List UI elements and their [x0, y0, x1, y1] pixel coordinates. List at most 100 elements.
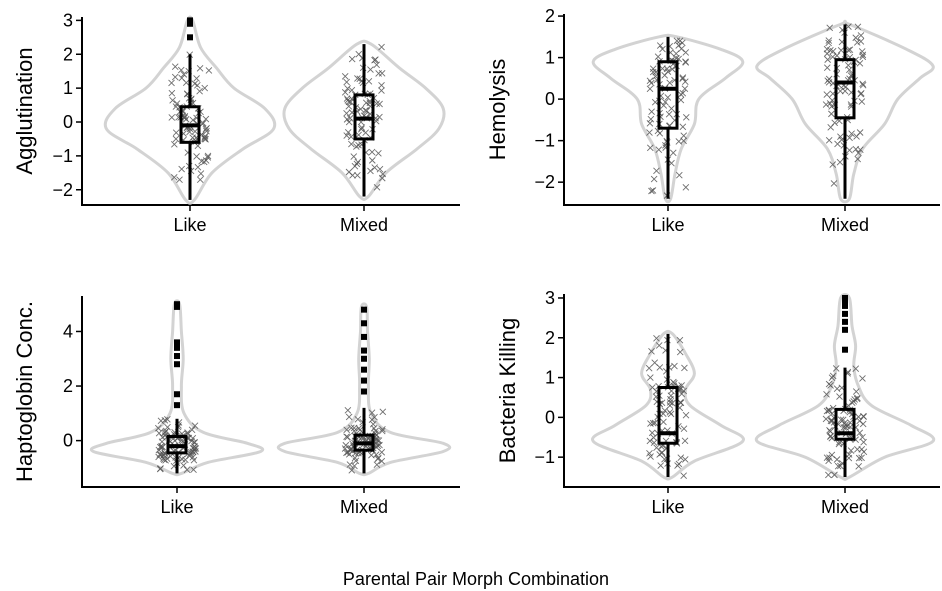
data-point [647, 79, 655, 87]
y-tick-label: 2 [545, 6, 555, 26]
data-point [352, 457, 360, 465]
x-tick-label: Like [173, 215, 206, 235]
data-point [857, 38, 865, 45]
data-point [825, 406, 833, 414]
data-point [202, 115, 210, 123]
data-point [344, 85, 351, 92]
data-point [168, 79, 175, 87]
data-point [829, 161, 837, 168]
data-point [184, 429, 191, 436]
outlier-point [361, 306, 367, 313]
data-point [659, 45, 666, 53]
data-point [371, 164, 379, 171]
data-point [857, 32, 865, 39]
data-point [345, 451, 353, 458]
data-point [647, 115, 655, 123]
box [657, 386, 679, 445]
data-point [655, 342, 663, 349]
data-point [682, 183, 690, 191]
data-point [855, 413, 862, 421]
data-point [826, 24, 834, 32]
data-point [676, 336, 684, 344]
data-point [154, 424, 162, 432]
data-point [681, 456, 689, 463]
y-tick-label: 3 [545, 288, 555, 308]
data-point [371, 56, 378, 64]
data-point [345, 103, 353, 110]
data-point [370, 424, 378, 432]
outlier-point [361, 388, 367, 395]
outlier-point [842, 318, 848, 325]
data-point [350, 153, 358, 160]
outlier-point [361, 355, 367, 362]
data-point [194, 163, 202, 171]
data-point [825, 137, 833, 144]
data-point [859, 433, 866, 441]
y-tick-label: 4 [63, 321, 73, 341]
data-point [648, 348, 655, 355]
data-point [189, 116, 197, 124]
data-point [158, 442, 165, 450]
outlier-point [361, 333, 367, 340]
data-point [376, 165, 384, 173]
data-point [827, 382, 834, 389]
data-point [847, 447, 855, 454]
outlier-point [361, 377, 367, 384]
data-point [673, 37, 681, 45]
outlier-point [174, 353, 180, 360]
data-point [196, 176, 204, 183]
data-point [658, 449, 665, 457]
box [834, 58, 856, 120]
data-point [347, 133, 355, 141]
data-point [837, 46, 845, 54]
data-point [161, 428, 169, 436]
data-point [669, 149, 677, 157]
y-tick-label: −2 [52, 180, 73, 200]
outlier-point [842, 326, 848, 333]
data-point [191, 422, 199, 430]
data-point [646, 77, 654, 85]
outlier-point [174, 402, 180, 409]
data-point [341, 88, 349, 96]
data-point [671, 379, 678, 387]
data-point [681, 85, 689, 93]
y-tick-label: 3 [63, 10, 73, 30]
data-point [680, 137, 687, 145]
data-point [825, 75, 833, 83]
data-point [681, 437, 689, 445]
data-point [378, 43, 385, 51]
data-point [205, 67, 213, 74]
data-point [859, 375, 866, 382]
data-point [368, 157, 376, 164]
panels: −2 −1 0 1 2 3 Agglutination Like Mixed −2 −1 0 1 2 Hem… [12, 6, 940, 517]
data-point [191, 80, 199, 87]
data-point [368, 148, 376, 156]
data-point [648, 187, 655, 195]
data-point [860, 438, 867, 446]
data-point [825, 37, 833, 44]
y-tick-label: −2 [534, 172, 555, 192]
y-tick-label: 1 [63, 78, 73, 98]
data-point [659, 410, 667, 417]
data-point [196, 64, 204, 72]
data-point [854, 155, 862, 163]
data-point [178, 455, 186, 463]
violin [591, 33, 745, 204]
data-point [836, 393, 843, 400]
y-tick-label: −1 [534, 447, 555, 467]
data-point [856, 59, 864, 67]
data-point [649, 419, 657, 427]
y-axis-label: Haptoglobin Conc. [12, 301, 37, 482]
data-point [679, 74, 687, 81]
data-point [378, 457, 386, 465]
data-point [178, 165, 185, 173]
data-point [157, 451, 165, 458]
data-point [828, 97, 836, 104]
data-point [831, 119, 839, 127]
data-point [645, 364, 653, 372]
data-point [375, 70, 382, 77]
data-point [828, 374, 836, 381]
data-point [348, 140, 355, 148]
data-point [178, 436, 185, 444]
